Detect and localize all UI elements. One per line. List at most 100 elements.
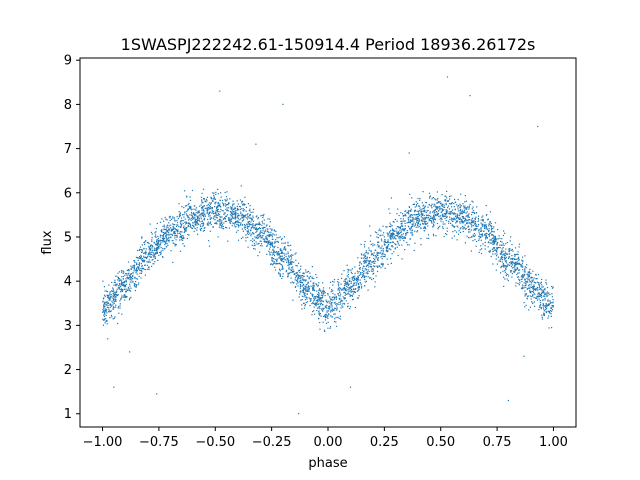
data-point	[482, 215, 484, 217]
data-point	[182, 220, 184, 222]
data-point	[512, 262, 514, 264]
data-point	[354, 272, 356, 274]
data-point	[268, 234, 270, 236]
data-point	[465, 200, 467, 202]
data-point	[529, 279, 531, 281]
data-point	[260, 240, 262, 242]
data-point	[250, 223, 252, 226]
data-point	[367, 272, 369, 274]
data-point	[343, 280, 345, 282]
data-point	[224, 217, 226, 219]
data-point	[123, 283, 125, 285]
data-point	[231, 206, 233, 208]
data-point	[503, 276, 505, 278]
data-point	[304, 303, 306, 306]
data-point	[501, 250, 503, 252]
data-point	[222, 218, 224, 220]
data-point	[322, 310, 324, 312]
data-point	[248, 221, 250, 223]
data-point	[485, 238, 487, 240]
data-point	[162, 225, 164, 228]
data-point	[146, 261, 148, 263]
data-point	[162, 239, 164, 241]
data-point	[314, 313, 316, 315]
data-point	[212, 200, 214, 202]
data-point	[232, 208, 234, 210]
data-point	[296, 283, 298, 285]
data-point	[266, 228, 268, 230]
data-point	[252, 227, 254, 229]
data-point	[545, 293, 547, 295]
data-point	[324, 295, 326, 297]
data-point	[359, 279, 361, 281]
data-point	[300, 265, 302, 267]
data-point	[152, 254, 154, 256]
data-point	[350, 290, 352, 292]
data-point	[333, 313, 335, 315]
data-point	[257, 234, 259, 236]
data-point	[548, 303, 550, 305]
data-point	[549, 300, 551, 302]
data-point	[216, 210, 218, 212]
data-point	[109, 304, 111, 306]
data-point	[255, 231, 257, 233]
data-point	[540, 308, 542, 310]
data-point	[155, 236, 157, 238]
data-point	[292, 268, 294, 270]
data-point	[486, 232, 488, 235]
data-point	[549, 310, 552, 312]
data-point	[430, 219, 432, 222]
data-point	[270, 233, 272, 235]
data-point	[301, 308, 303, 310]
data-point	[322, 295, 324, 297]
data-point	[272, 252, 274, 254]
data-point	[195, 212, 197, 214]
data-point	[428, 215, 430, 217]
data-point	[537, 292, 539, 294]
data-point	[368, 270, 370, 272]
outlier-point	[349, 386, 352, 388]
data-point	[373, 272, 375, 274]
data-point	[123, 295, 125, 297]
data-point	[465, 208, 467, 210]
data-point	[288, 261, 290, 264]
data-point	[330, 301, 332, 304]
data-point	[320, 294, 322, 296]
data-point	[484, 245, 486, 247]
data-point	[278, 262, 280, 264]
data-point	[369, 265, 371, 267]
data-point	[302, 289, 304, 291]
data-point	[124, 294, 126, 296]
data-point	[500, 251, 502, 253]
data-point	[432, 216, 434, 218]
data-point	[341, 288, 343, 290]
data-point	[492, 237, 494, 239]
data-point	[119, 307, 121, 309]
x-tick-label: −0.25	[252, 435, 292, 450]
data-point	[483, 225, 485, 227]
outlier-point	[469, 95, 471, 97]
data-point	[411, 234, 413, 236]
data-point	[414, 230, 416, 232]
data-point	[213, 216, 215, 218]
data-point	[133, 283, 135, 285]
data-point	[396, 230, 398, 232]
data-point	[192, 222, 194, 224]
data-point	[436, 199, 438, 201]
data-point	[306, 290, 308, 292]
data-point	[445, 220, 447, 222]
data-point	[406, 222, 408, 224]
data-point	[174, 220, 176, 222]
data-point	[280, 264, 283, 266]
data-point	[473, 235, 476, 237]
data-point	[242, 230, 244, 232]
data-point	[404, 236, 406, 238]
data-point	[267, 218, 269, 220]
data-point	[300, 277, 302, 279]
data-point	[325, 300, 328, 302]
data-point	[461, 222, 463, 224]
data-point	[345, 289, 347, 291]
data-point	[129, 290, 131, 292]
data-point	[356, 297, 359, 299]
data-point	[490, 225, 492, 227]
